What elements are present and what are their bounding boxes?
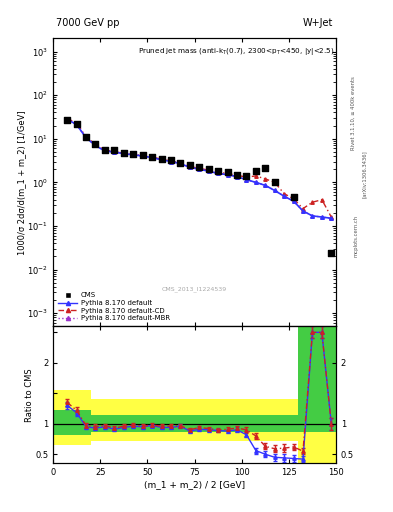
Point [149, 153, 155, 161]
Point [224, 168, 231, 177]
Point [140, 151, 146, 159]
Point [187, 161, 193, 169]
Text: CMS_2013_I1224539: CMS_2013_I1224539 [162, 286, 227, 292]
Point [111, 146, 118, 154]
Point [272, 178, 278, 186]
Point [290, 194, 297, 202]
Text: W+Jet: W+Jet [303, 18, 333, 28]
Point [234, 170, 240, 179]
Point [121, 148, 127, 157]
Point [83, 133, 89, 141]
Text: Pruned jet mass (anti-k$_\mathrm{T}$(0.7), 2300<p$_\mathrm{T}$<450, |y|<2.5): Pruned jet mass (anti-k$_\mathrm{T}$(0.7… [138, 46, 335, 57]
Point [328, 249, 334, 257]
Legend: CMS, Pythia 8.170 default, Pythia 8.170 default-CD, Pythia 8.170 default-MBR: CMS, Pythia 8.170 default, Pythia 8.170 … [57, 291, 171, 323]
Point [168, 156, 174, 164]
Y-axis label: Ratio to CMS: Ratio to CMS [25, 368, 34, 421]
Point [262, 164, 268, 173]
Point [177, 159, 184, 167]
Text: mcplots.cern.ch: mcplots.cern.ch [353, 215, 358, 257]
Text: 7000 GeV pp: 7000 GeV pp [56, 18, 119, 28]
Point [215, 167, 221, 175]
Point [102, 146, 108, 154]
Point [73, 120, 80, 128]
Point [158, 155, 165, 163]
Point [253, 167, 259, 175]
Point [206, 165, 212, 173]
Point [92, 140, 99, 148]
Y-axis label: 1000/σ 2dσ/d(m_1 + m_2) [1/GeV]: 1000/σ 2dσ/d(m_1 + m_2) [1/GeV] [17, 110, 26, 254]
Point [64, 116, 70, 124]
Text: Rivet 3.1.10, ≥ 400k events: Rivet 3.1.10, ≥ 400k events [351, 76, 356, 150]
Point [196, 163, 202, 172]
Text: [arXiv:1306.3436]: [arXiv:1306.3436] [362, 150, 367, 198]
X-axis label: (m_1 + m_2) / 2 [GeV]: (m_1 + m_2) / 2 [GeV] [144, 480, 245, 489]
Point [243, 172, 250, 180]
Point [130, 150, 136, 158]
